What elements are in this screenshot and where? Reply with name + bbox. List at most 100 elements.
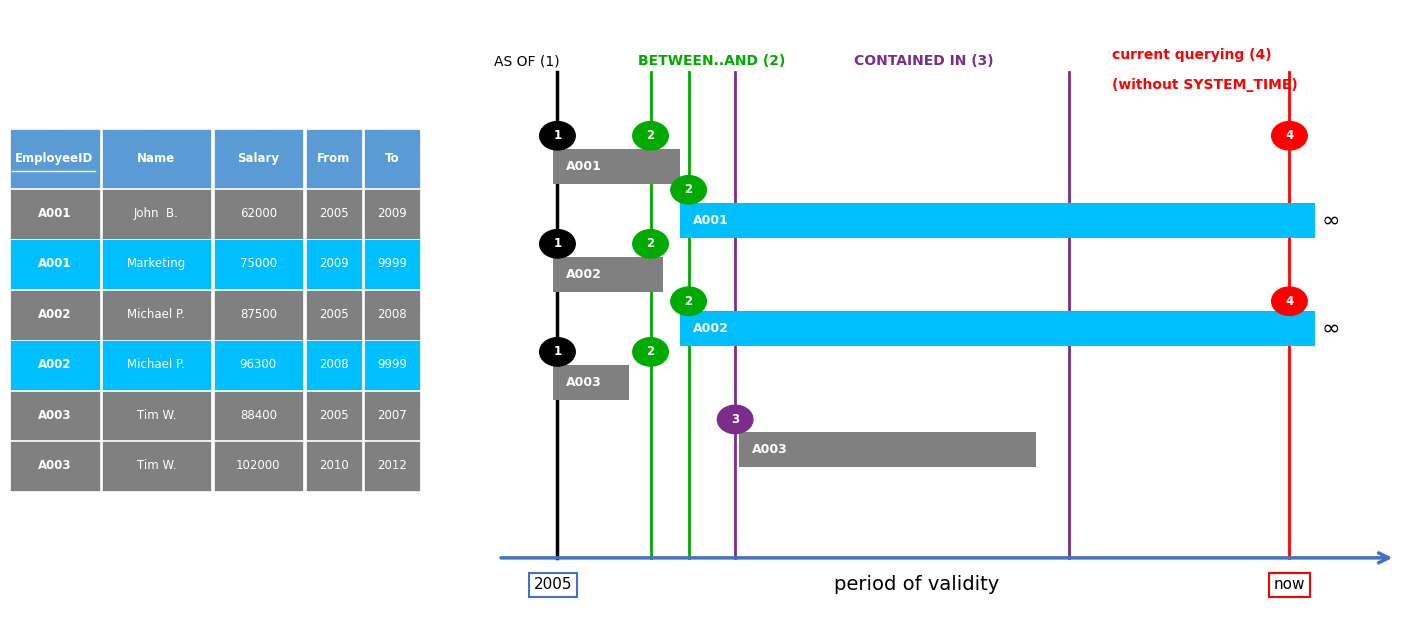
Text: 2005: 2005	[534, 577, 573, 592]
Text: 2008: 2008	[377, 308, 407, 321]
Text: To: To	[384, 152, 400, 165]
Text: 2: 2	[684, 183, 693, 196]
Bar	[364, 189, 420, 239]
Text: CONTAINED IN (3): CONTAINED IN (3)	[854, 55, 994, 68]
Bar	[306, 189, 361, 239]
Text: A001: A001	[565, 160, 601, 173]
Text: A001: A001	[693, 213, 728, 227]
Text: 62000: 62000	[240, 207, 277, 220]
Bar	[553, 148, 680, 183]
Text: 2009: 2009	[318, 257, 348, 271]
Text: Tim W.: Tim W.	[137, 459, 176, 472]
Bar	[101, 240, 211, 289]
Text: ∞: ∞	[1321, 318, 1339, 338]
Circle shape	[540, 122, 575, 150]
Bar	[306, 129, 361, 188]
Text: 2: 2	[647, 129, 654, 142]
Text: 2: 2	[647, 238, 654, 250]
Bar	[10, 290, 100, 340]
Text: 4: 4	[1285, 129, 1294, 142]
Bar	[364, 340, 420, 390]
Bar	[214, 441, 304, 491]
Bar	[364, 441, 420, 491]
Circle shape	[540, 338, 575, 366]
Text: (without SYSTEM_TIME): (without SYSTEM_TIME)	[1112, 78, 1298, 92]
Text: period of validity: period of validity	[834, 575, 1000, 594]
Text: 9999: 9999	[377, 358, 407, 371]
Bar	[10, 390, 100, 440]
Bar	[10, 129, 100, 188]
Circle shape	[1272, 287, 1307, 315]
Bar	[101, 390, 211, 440]
Text: 1: 1	[554, 345, 561, 359]
Bar	[306, 290, 361, 340]
Bar	[10, 240, 100, 289]
Text: Tim W.: Tim W.	[137, 409, 176, 422]
Circle shape	[717, 405, 753, 434]
Text: A001: A001	[37, 257, 71, 271]
Text: 2012: 2012	[377, 459, 407, 472]
Text: 9999: 9999	[377, 257, 407, 271]
Bar	[306, 240, 361, 289]
Text: Michael P.: Michael P.	[127, 308, 186, 321]
Text: 88400: 88400	[240, 409, 277, 422]
Text: BETWEEN..AND (2): BETWEEN..AND (2)	[638, 55, 785, 68]
Bar	[101, 290, 211, 340]
Text: A003: A003	[37, 459, 71, 472]
Bar	[740, 433, 1035, 468]
Bar	[364, 129, 420, 188]
Text: A003: A003	[753, 443, 788, 456]
Bar	[553, 257, 663, 292]
Text: 3: 3	[731, 413, 740, 426]
Text: EmployeeID: EmployeeID	[16, 152, 93, 165]
Text: now: now	[1274, 577, 1305, 592]
Bar	[364, 390, 420, 440]
Text: A002: A002	[37, 308, 71, 321]
Bar	[680, 203, 1315, 238]
Text: Name: Name	[137, 152, 176, 165]
Text: 87500: 87500	[240, 308, 277, 321]
Text: From: From	[317, 152, 350, 165]
Text: John  B.: John B.	[134, 207, 178, 220]
Text: Michael P.: Michael P.	[127, 358, 186, 371]
Circle shape	[633, 122, 668, 150]
Text: 102000: 102000	[236, 459, 280, 472]
Bar	[101, 441, 211, 491]
Text: 2005: 2005	[318, 308, 348, 321]
Bar	[10, 340, 100, 390]
Circle shape	[1272, 122, 1307, 150]
Text: 1: 1	[554, 129, 561, 142]
Bar	[306, 390, 361, 440]
Text: 2007: 2007	[377, 409, 407, 422]
Text: A003: A003	[565, 376, 601, 389]
Circle shape	[671, 287, 707, 315]
Bar	[306, 441, 361, 491]
Bar	[10, 441, 100, 491]
Text: 2008: 2008	[318, 358, 348, 371]
Bar	[101, 129, 211, 188]
Text: 2005: 2005	[318, 207, 348, 220]
Text: 4: 4	[1285, 295, 1294, 308]
Circle shape	[540, 230, 575, 258]
Bar	[214, 189, 304, 239]
Bar	[553, 365, 630, 400]
Bar	[101, 189, 211, 239]
Circle shape	[633, 230, 668, 258]
Text: 96300: 96300	[240, 358, 277, 371]
Text: A002: A002	[693, 322, 728, 335]
Text: current querying (4): current querying (4)	[1112, 48, 1271, 62]
Bar	[364, 240, 420, 289]
Bar	[214, 129, 304, 188]
Text: Salary: Salary	[237, 152, 280, 165]
Text: A003: A003	[37, 409, 71, 422]
Bar	[10, 189, 100, 239]
Text: ∞: ∞	[1321, 210, 1339, 230]
Bar	[214, 390, 304, 440]
Text: 2: 2	[684, 295, 693, 308]
Bar	[101, 340, 211, 390]
Bar	[364, 290, 420, 340]
Bar	[214, 240, 304, 289]
Circle shape	[633, 338, 668, 366]
Text: 2009: 2009	[377, 207, 407, 220]
Circle shape	[671, 176, 707, 204]
